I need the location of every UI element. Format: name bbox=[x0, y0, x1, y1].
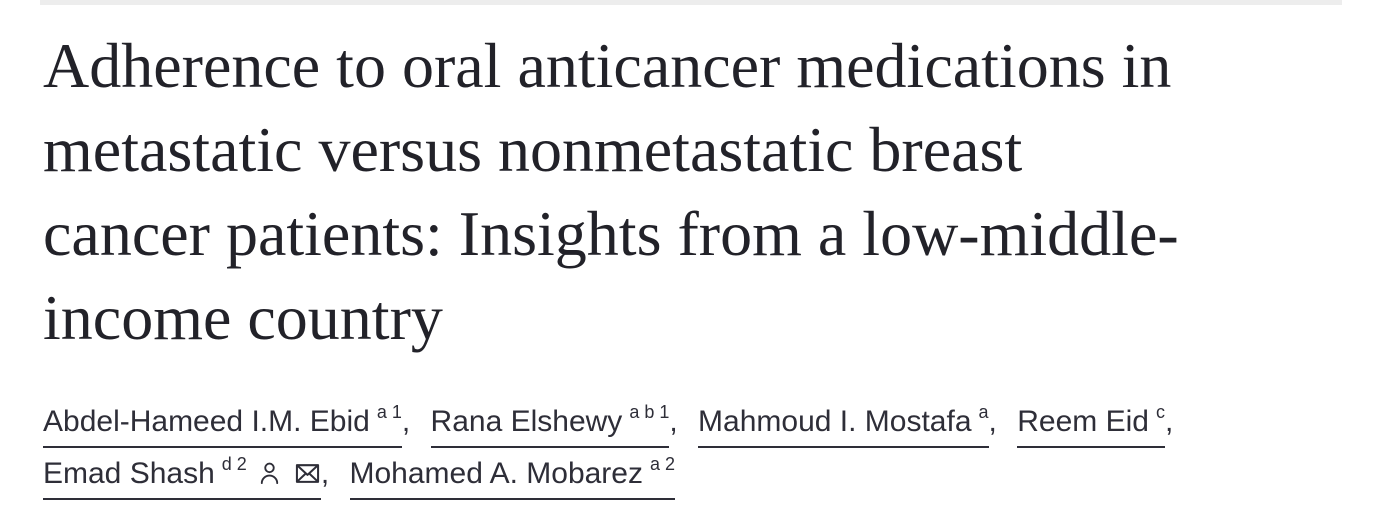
author-name: Reem Eid bbox=[1017, 405, 1149, 438]
author-separator: , bbox=[401, 405, 411, 438]
author-affiliation-sup: a 1 bbox=[376, 402, 402, 422]
author: Abdel-Hameed I.M. Ebid a 1, bbox=[43, 396, 410, 448]
author: Mahmoud I. Mostafa a, bbox=[698, 396, 997, 448]
author-separator: , bbox=[1164, 405, 1174, 438]
article-title: Adherence to oral anticancer medications… bbox=[43, 24, 1344, 360]
author-affiliation-sup: d 2 bbox=[221, 454, 247, 474]
author-separator: , bbox=[988, 405, 997, 438]
author-link[interactable]: Emad Shash d 2 bbox=[43, 454, 321, 500]
author-name: Emad Shash bbox=[43, 457, 215, 490]
person-icon bbox=[260, 462, 278, 485]
author: Reem Eid c, bbox=[1017, 396, 1173, 448]
author-affiliation-sup: c bbox=[1155, 402, 1165, 422]
author-name: Abdel-Hameed I.M. Ebid bbox=[43, 405, 370, 438]
author-affiliation-sup: a b 1 bbox=[629, 402, 670, 422]
author-link[interactable]: Mahmoud I. Mostafa a bbox=[698, 402, 989, 448]
top-divider bbox=[40, 0, 1342, 5]
author-affiliation-sup: a bbox=[978, 402, 989, 422]
author-name: Mohamed A. Mobarez bbox=[349, 457, 643, 490]
title-line: cancer patients: Insights from a low-mid… bbox=[43, 198, 1179, 269]
author-name: Mahmoud I. Mostafa bbox=[698, 405, 972, 438]
author-affiliation-sup: a 2 bbox=[649, 454, 676, 474]
author-link[interactable]: Reem Eid c bbox=[1017, 402, 1165, 448]
author-list: Abdel-Hameed I.M. Ebid a 1, Rana Elshewy a… bbox=[43, 396, 1343, 500]
title-line: income country bbox=[43, 282, 443, 353]
author: Mohamed A. Mobarez a 2 bbox=[349, 448, 676, 500]
author: Emad Shash d 2 , bbox=[43, 448, 329, 500]
title-line: Adherence to oral anticancer medications… bbox=[43, 30, 1172, 101]
author-link[interactable]: Mohamed A. Mobarez a 2 bbox=[349, 454, 676, 500]
author: Rana Elshewy a b 1, bbox=[430, 396, 678, 448]
author-name: Rana Elshewy bbox=[430, 405, 623, 438]
author-separator: , bbox=[320, 457, 330, 490]
title-line: metastatic versus nonmetastatic breast bbox=[43, 114, 1023, 185]
author-separator: , bbox=[669, 405, 678, 438]
article-header: Adherence to oral anticancer medications… bbox=[43, 24, 1344, 500]
author-link[interactable]: Abdel-Hameed I.M. Ebid a 1 bbox=[43, 402, 402, 448]
envelope-icon bbox=[295, 464, 319, 483]
author-link[interactable]: Rana Elshewy a b 1 bbox=[430, 402, 670, 448]
